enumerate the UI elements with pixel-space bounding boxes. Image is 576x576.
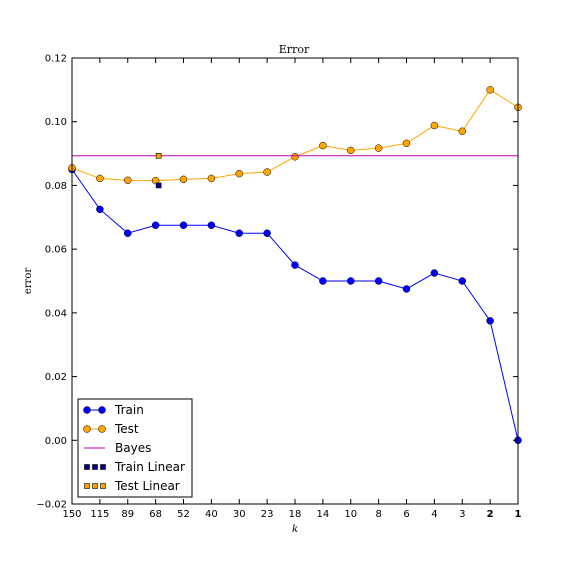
test-point <box>179 175 188 184</box>
test-point <box>96 174 104 183</box>
legend-test-linear-label: Test Linear <box>114 479 180 493</box>
legend-test-swatch <box>98 425 106 433</box>
train-linear-point <box>155 182 162 189</box>
legend-train-swatch <box>83 406 91 414</box>
x-tick-label: 3 <box>459 509 465 520</box>
x-tick-label: 23 <box>261 509 274 520</box>
x-tick-label: 14 <box>317 509 330 520</box>
legend-test-linear-swatch <box>92 483 98 489</box>
legend-train-linear-swatch <box>100 464 106 470</box>
x-tick-label: 115 <box>90 509 109 520</box>
train-point <box>151 221 160 229</box>
test-point <box>430 121 439 130</box>
y-tick-label: 0.12 <box>45 54 67 65</box>
legend-test-linear-swatch <box>100 483 106 489</box>
train-point <box>291 261 299 269</box>
test-point <box>207 174 216 183</box>
train-point <box>486 317 494 325</box>
legend-train-linear-swatch <box>92 464 98 470</box>
train-point <box>458 277 466 285</box>
train-point <box>96 205 104 214</box>
y-tick-label: 0.00 <box>45 436 67 447</box>
train-point <box>430 269 439 277</box>
train-point <box>179 221 188 229</box>
train-point <box>402 285 411 293</box>
legend-train-swatch <box>98 406 106 414</box>
plot-area <box>68 86 522 445</box>
y-tick-label: 0.10 <box>45 117 67 128</box>
y-axis-title: error <box>23 268 34 294</box>
x-tick-label: 4 <box>431 509 437 520</box>
y-tick-label: 0.08 <box>45 181 67 192</box>
train-point <box>235 229 243 237</box>
x-tick-label: 40 <box>205 509 218 520</box>
legend-test-label: Test <box>114 422 139 436</box>
test-point <box>374 144 383 152</box>
legend-test-swatch <box>83 425 91 433</box>
train-point <box>347 277 355 285</box>
x-tick-label: 52 <box>177 509 190 520</box>
test-point <box>124 176 132 185</box>
x-tick-label: 6 <box>403 509 409 520</box>
test-point <box>486 86 494 94</box>
test-point <box>458 127 466 136</box>
y-tick-label: 0.02 <box>45 372 67 383</box>
legend-train-linear-swatch <box>84 464 90 470</box>
x-tick-label: 18 <box>289 509 302 520</box>
legend-train-label: Train <box>114 403 144 417</box>
legend: Train Test Bayes Train Linear Test Linear <box>77 398 193 498</box>
x-axis: 150 115 89 68 52 40 30 23 18 14 10 8 6 4 3 2 1 <box>62 58 522 520</box>
chart-title: Error <box>279 43 310 56</box>
legend-test-linear-swatch <box>84 483 90 489</box>
x-tick-label: 30 <box>233 509 246 520</box>
train-point <box>263 229 271 237</box>
y-axis: −0.02 0.00 0.02 0.04 0.06 0.08 0.10 0.12 <box>36 54 518 511</box>
test-point <box>291 153 299 161</box>
test-point <box>319 141 327 150</box>
train-point <box>124 229 132 237</box>
y-tick-label: 0.06 <box>45 245 67 256</box>
legend-train-linear-label: Train Linear <box>114 460 185 474</box>
train-point <box>207 221 216 229</box>
x-tick-label: 10 <box>344 509 357 520</box>
x-tick-label: 150 <box>62 509 81 520</box>
train-point <box>319 277 327 285</box>
train-point <box>374 277 383 285</box>
y-tick-label: 0.04 <box>45 308 67 319</box>
test-point <box>151 176 160 185</box>
test-linear-point <box>155 153 162 159</box>
x-tick-label: 1 <box>515 509 522 520</box>
x-axis-title: k <box>292 524 298 535</box>
test-point <box>235 169 243 178</box>
test-point <box>347 146 355 155</box>
test-point <box>263 168 271 176</box>
x-tick-label: 8 <box>375 509 381 520</box>
legend-bayes-label: Bayes <box>115 441 151 455</box>
x-tick-label: 89 <box>121 509 134 520</box>
x-tick-label: 2 <box>487 509 494 520</box>
y-tick-label: −0.02 <box>36 500 67 511</box>
x-tick-label: 68 <box>149 509 162 520</box>
test-point <box>402 139 411 148</box>
